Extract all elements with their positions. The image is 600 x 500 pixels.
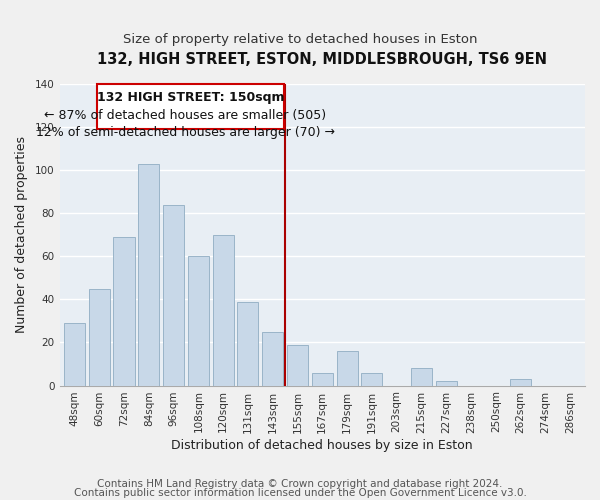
Text: 12% of semi-detached houses are larger (70) →: 12% of semi-detached houses are larger (… [36,126,335,139]
Text: ← 87% of detached houses are smaller (505): ← 87% of detached houses are smaller (50… [44,108,326,122]
Bar [89,288,110,386]
Bar [138,164,160,386]
Bar [64,323,85,386]
Bar [188,256,209,386]
Bar [238,302,259,386]
Bar [411,368,432,386]
Bar [312,372,333,386]
Bar [113,237,134,386]
X-axis label: Distribution of detached houses by size in Eston: Distribution of detached houses by size … [172,440,473,452]
Bar [337,351,358,386]
Y-axis label: Number of detached properties: Number of detached properties [15,136,28,334]
Bar [287,344,308,386]
Bar [361,372,382,386]
Bar [436,382,457,386]
Bar [510,379,531,386]
Text: Contains HM Land Registry data © Crown copyright and database right 2024.: Contains HM Land Registry data © Crown c… [97,479,503,489]
Bar [262,332,283,386]
Text: 132 HIGH STREET: 150sqm: 132 HIGH STREET: 150sqm [97,92,284,104]
Bar [212,235,233,386]
Bar [97,84,284,129]
Bar [163,204,184,386]
Title: 132, HIGH STREET, ESTON, MIDDLESBROUGH, TS6 9EN: 132, HIGH STREET, ESTON, MIDDLESBROUGH, … [97,52,547,68]
Text: Contains public sector information licensed under the Open Government Licence v3: Contains public sector information licen… [74,488,526,498]
Text: Size of property relative to detached houses in Eston: Size of property relative to detached ho… [123,32,477,46]
